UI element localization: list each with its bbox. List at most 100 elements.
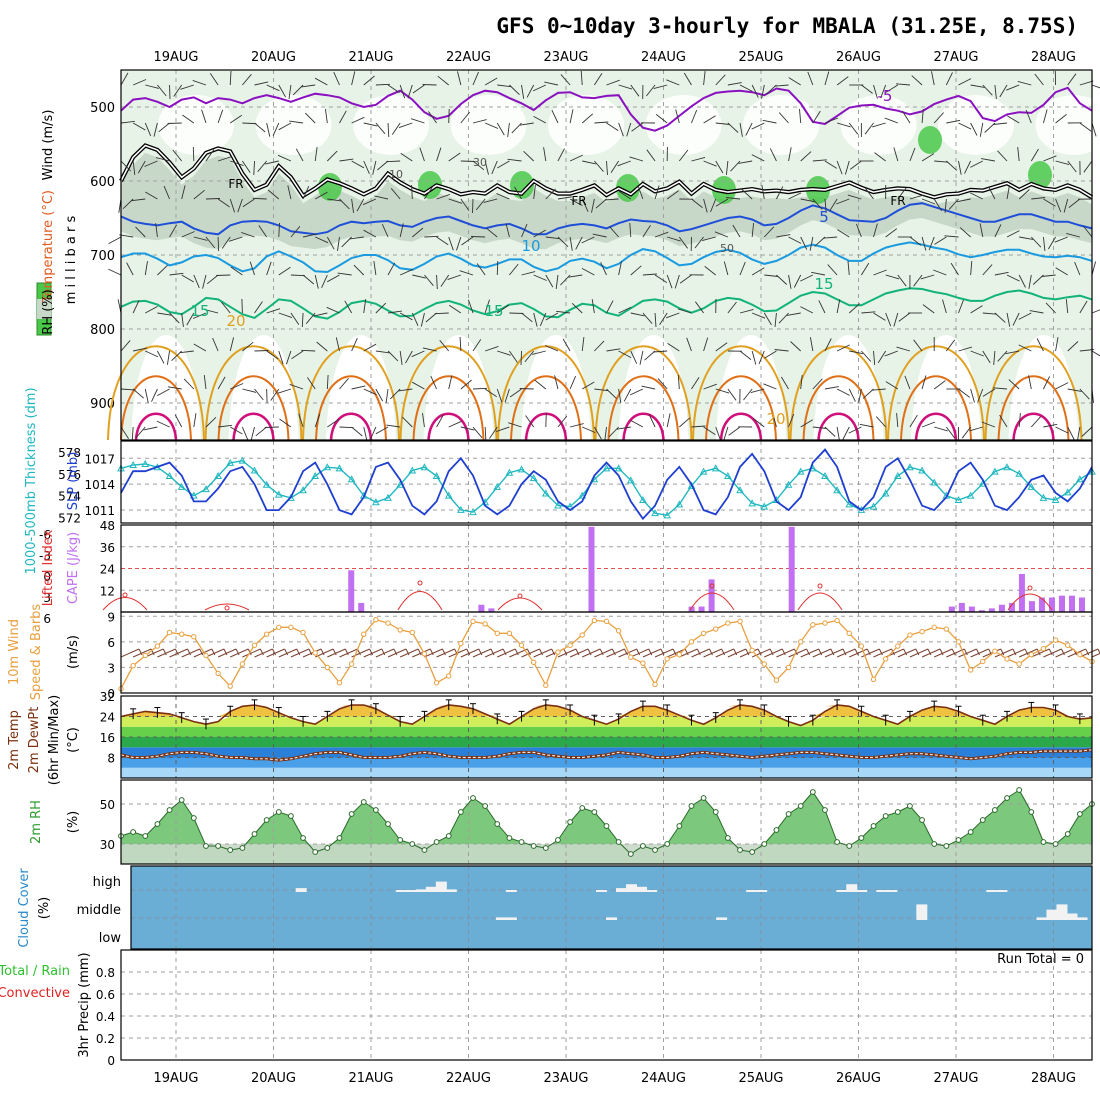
wind-barb <box>997 350 1008 362</box>
wind-barb <box>460 160 475 162</box>
wind-barb <box>242 74 252 86</box>
wind-barb <box>1043 155 1057 162</box>
wind-barb <box>279 418 292 428</box>
wind-barb <box>933 380 946 390</box>
wind-barb <box>221 236 231 249</box>
wind-barb <box>1018 344 1032 352</box>
cloud-high-bar <box>646 890 658 892</box>
wind-barb <box>836 426 840 441</box>
wind-speed-marker <box>992 648 998 654</box>
thickness-marker <box>505 468 514 476</box>
wind-barb <box>411 312 419 326</box>
wind-barb <box>618 306 632 314</box>
wind-barb <box>812 378 823 390</box>
wind-barb <box>849 160 862 170</box>
wind-barb <box>419 147 425 162</box>
rh2m-marker <box>931 841 938 847</box>
wind-barb <box>411 350 425 358</box>
wind-barb <box>257 160 267 172</box>
wind-barb <box>145 191 158 200</box>
wind-barb <box>335 337 340 352</box>
wind-barb <box>193 274 200 289</box>
thickness-marker <box>724 471 732 479</box>
wind-barb <box>739 308 754 314</box>
wind-barb <box>507 158 522 162</box>
wind-barb <box>629 156 644 162</box>
wind-barb <box>751 312 766 319</box>
wind-barb <box>858 388 862 403</box>
wind-barb <box>424 187 433 200</box>
cape-bar <box>1008 602 1015 612</box>
cloud-high-bar <box>836 890 848 892</box>
rh2m-marker <box>640 843 646 849</box>
wind-barb <box>704 266 717 276</box>
wind-barb-10m-tick <box>526 648 531 656</box>
wind-barb <box>885 312 892 327</box>
wind-barb <box>666 274 673 289</box>
wind-barb <box>933 269 947 276</box>
wind-barb <box>703 198 708 213</box>
wind-barb <box>204 309 219 314</box>
rh2m-marker <box>530 843 537 849</box>
wind-barb <box>1006 230 1020 238</box>
wind-speed-marker <box>846 630 852 637</box>
wind-barb <box>289 120 304 124</box>
li-marker <box>709 583 715 589</box>
rh2m-marker <box>773 827 780 833</box>
wind-barb <box>727 388 737 401</box>
wind-barb-10m <box>363 648 382 658</box>
wind-speed-marker <box>433 680 440 686</box>
thickness-marker <box>821 471 829 479</box>
wind-barb <box>569 109 574 124</box>
thickness-marker <box>966 491 975 499</box>
wind-barb <box>254 350 269 352</box>
wind-barb <box>997 150 1008 162</box>
wind-barb <box>958 346 973 352</box>
wind-barb <box>836 122 851 128</box>
wind-barb <box>994 271 1009 276</box>
thickness-marker <box>432 471 441 479</box>
cape-bar <box>488 608 495 612</box>
wind-speed-marker <box>640 660 646 666</box>
wind-barb-10m-tick <box>830 648 835 656</box>
wind-barb <box>702 236 716 242</box>
wind-barb <box>1066 232 1080 238</box>
wind-barb-10m-tick <box>320 648 325 656</box>
wind-barb-10m <box>424 648 443 658</box>
wind-barb <box>761 84 765 99</box>
wind-barb <box>181 312 184 327</box>
wind-speed-marker <box>858 643 865 649</box>
wind-barb <box>827 264 838 276</box>
thickness-marker <box>711 464 720 472</box>
wind-barb <box>533 229 547 238</box>
rh2m-marker <box>1052 841 1059 847</box>
wind-speed-marker <box>300 629 306 636</box>
wind-barb <box>958 160 962 175</box>
wind-barb <box>1028 274 1032 289</box>
wind-speed-marker <box>1077 651 1083 658</box>
wind-barb <box>156 388 170 396</box>
wind-barb <box>205 416 217 428</box>
wind-barb <box>675 109 680 124</box>
cape-bar <box>478 604 485 612</box>
rh2m-marker <box>615 839 622 845</box>
wind-speed-marker <box>1004 656 1010 662</box>
wind-barb <box>448 152 461 162</box>
wind-barb <box>399 223 404 238</box>
wind-barb-10m-tick <box>1061 648 1065 656</box>
upper-y-tick: 600 <box>90 175 115 190</box>
wind-barb <box>623 388 632 402</box>
wind-barb <box>264 426 279 428</box>
wind-barb <box>339 198 350 210</box>
wind-barb <box>913 339 923 352</box>
wind-barb-10m-tick <box>1000 648 1005 656</box>
wind-barb <box>472 387 488 390</box>
wind-barb <box>484 160 489 175</box>
wind-barb <box>594 388 609 392</box>
wind-ylabels: 10m Wind Speed & Barbs (m/s) <box>7 604 81 701</box>
wind-barb <box>349 236 364 240</box>
wind-barb <box>337 272 352 276</box>
wind-barb <box>582 160 596 165</box>
cape-y-tick: 24 <box>100 563 115 577</box>
wind-barb-10m <box>497 648 516 658</box>
